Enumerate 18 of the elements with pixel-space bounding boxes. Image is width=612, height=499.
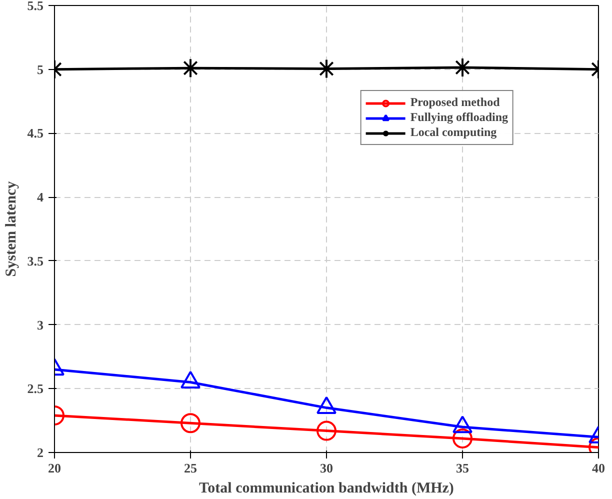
y-tick-label: 4: [37, 190, 44, 205]
x-tick-label: 35: [456, 460, 470, 476]
x-tick-label: 30: [320, 460, 333, 476]
y-axis-title: System latency: [3, 180, 20, 277]
legend-label: Local computing: [410, 125, 497, 140]
y-tick-label: 3: [37, 317, 44, 332]
y-tick-label: 5.5: [27, 0, 44, 13]
y-tick-label: 3.5: [27, 253, 44, 268]
x-tick-label: 25: [184, 460, 198, 476]
x-tick-label: 20: [48, 460, 61, 476]
legend-label: Proposed method: [410, 95, 500, 110]
y-tick-label: 5: [37, 62, 44, 77]
x-tick-label: 40: [592, 460, 605, 476]
y-tick-label: 2: [37, 445, 44, 460]
y-tick-label: 4.5: [27, 126, 44, 141]
legend-label: Fullying offloading: [410, 110, 508, 125]
y-tick-label: 2.5: [27, 381, 44, 396]
x-axis-title: Total communication bandwidth (MHz): [199, 480, 454, 496]
